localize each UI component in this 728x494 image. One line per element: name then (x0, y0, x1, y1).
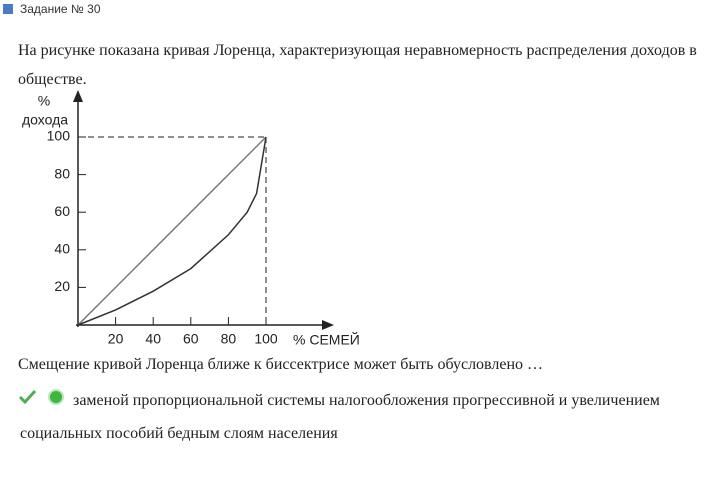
x-axis-label: % СЕМЕЙ (293, 331, 360, 348)
selected-radio (48, 389, 64, 405)
y-tick-label: 20 (54, 278, 70, 294)
x-tick-label: 80 (221, 331, 237, 347)
y-tick-label: 100 (47, 128, 71, 144)
x-tick-label: 60 (183, 331, 199, 347)
series-line (77, 136, 267, 326)
chart: 20 40 60 80 100 20 40 60 80 100% дохода % СЕМЕЙ (22, 90, 360, 348)
series-line (77, 136, 267, 326)
x-tick-label: 20 (108, 331, 124, 347)
check-icon (18, 389, 37, 405)
y-arrow (73, 90, 83, 102)
y-tick-label: 60 (54, 203, 70, 219)
y-tick-label: 80 (54, 165, 70, 181)
answer-text: заменой пропорциональной системы налогоо… (20, 392, 660, 442)
y-tick-label: 40 (54, 241, 70, 257)
x-arrow (322, 320, 334, 330)
x-tick-label: 100 (254, 331, 278, 347)
y-axis-label: дохода (22, 112, 68, 128)
prompt-text: Смещение кривой Лоренца ближе к биссектр… (18, 356, 544, 373)
header-icon (3, 4, 13, 14)
answer-icons (18, 389, 64, 405)
x-tick-label: 40 (145, 331, 161, 347)
task-title: Задание № 30 (20, 2, 101, 16)
question-text: На рисунке показана кривая Лоренца, хара… (18, 42, 697, 88)
y-axis-label: % (38, 93, 50, 109)
